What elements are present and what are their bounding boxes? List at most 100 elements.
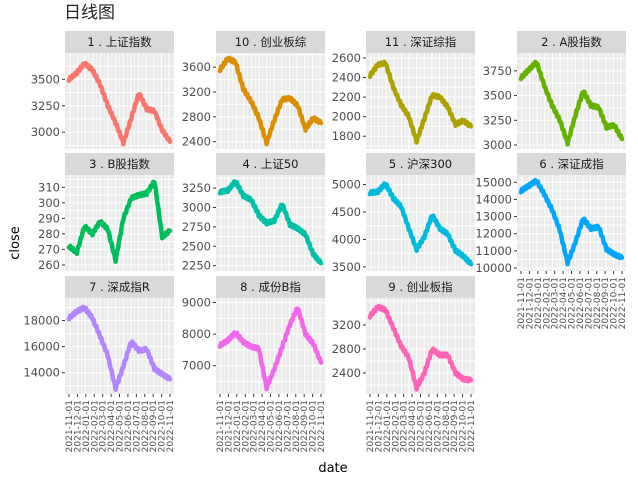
series-line	[217, 306, 324, 392]
y-tick-label: 2000	[332, 110, 361, 124]
x-tick-label: 2022-01-01	[82, 400, 92, 452]
y-tick-label: 290	[38, 211, 60, 225]
y-tick-label: 2200	[332, 90, 361, 104]
facet-strip-label: 8 . 成份B指	[240, 280, 301, 294]
y-tick-label: 3200	[182, 85, 211, 99]
x-tick-label: 2022-05-01	[267, 400, 277, 452]
facet-strip-label: 3 . B股指数	[89, 157, 150, 171]
x-tick-label: 2022-11-01	[467, 400, 477, 452]
y-tick-label: 16000	[23, 340, 60, 354]
x-tick-label: 2022-09-01	[601, 277, 611, 329]
x-tick-label: 2022-04-01	[559, 277, 569, 329]
x-tick-label: 2022-07-01	[433, 400, 443, 452]
x-tick-label: 2022-08-01	[593, 277, 603, 329]
facet-strip	[366, 153, 475, 175]
y-tick-label: 3000	[31, 125, 60, 139]
y-tick-label: 10000	[475, 261, 512, 275]
x-tick-label: 2022-08-01	[292, 400, 302, 452]
y-tick-label: 14000	[23, 366, 60, 380]
facet-strip-label: 5 . 沪深300	[389, 157, 452, 171]
x-tick-label: 2022-05-01	[417, 400, 427, 452]
y-tick-label: 3500	[332, 260, 361, 274]
y-tick-label: 2750	[182, 220, 211, 234]
series-line	[367, 59, 474, 145]
y-tick-label: 12000	[475, 227, 512, 241]
facet-panel: 8 . 成份B指 7000 8000 9000 2021-11-012021-12-01…	[182, 276, 327, 452]
x-tick-label: 2022-02-01	[391, 400, 401, 452]
y-tick-label: 3000	[483, 138, 512, 152]
y-tick-label: 11000	[475, 244, 512, 258]
y-tick-label: 2600	[332, 51, 361, 65]
y-tick-label: 2800	[182, 110, 211, 124]
x-tick-label: 2022-04-01	[408, 400, 418, 452]
y-tick-label: 15000	[475, 175, 512, 189]
y-tick-label: 3000	[182, 200, 211, 214]
facet-panel: 7 . 深成指R 14000 16000 18000 2021-11-012021-12…	[23, 276, 176, 452]
x-tick-label: 2021-11-01	[517, 277, 527, 329]
x-tick-label: 2022-09-01	[450, 400, 460, 452]
series-line	[518, 177, 625, 267]
y-tick-label: 1800	[332, 129, 361, 143]
series-line	[367, 303, 474, 392]
facet-panels: 1 . 上证指数 3000 3250 3500 10 . 创业板综 2400 2800 320…	[23, 31, 628, 452]
x-tick-label: 2022-05-01	[568, 277, 578, 329]
x-tick-label: 2022-02-01	[241, 400, 251, 452]
facet-strip	[65, 276, 174, 298]
x-tick-label: 2022-04-01	[107, 400, 117, 452]
y-tick-label: 7000	[182, 359, 211, 373]
x-tick-label: 2021-11-01	[65, 400, 75, 452]
y-tick-label: 3500	[31, 72, 60, 86]
x-tick-label: 2022-10-01	[158, 400, 168, 452]
x-tick-label: 2022-11-01	[166, 400, 176, 452]
facet-strip	[517, 31, 626, 53]
chart-title: 日线图	[64, 3, 115, 23]
x-tick-label: 2022-03-01	[250, 400, 260, 452]
x-tick-label: 2021-12-01	[73, 400, 83, 452]
x-tick-label: 2022-01-01	[383, 400, 393, 452]
y-tick-label: 4000	[332, 232, 361, 246]
x-tick-label: 2022-07-01	[283, 400, 293, 452]
x-tick-label: 2022-04-01	[258, 400, 268, 452]
x-tick-label: 2022-10-01	[459, 400, 469, 452]
facet-panel: 9 . 创业板指 2400 2800 3200 2021-11-012021-12-01…	[332, 276, 477, 452]
y-tick-label: 3750	[483, 64, 512, 78]
y-tick-label: 2250	[182, 259, 211, 273]
facet-strip	[366, 276, 475, 298]
y-tick-label: 9000	[182, 296, 211, 310]
y-tick-label: 3250	[182, 181, 211, 195]
series-line	[518, 59, 625, 147]
x-tick-label: 2022-01-01	[534, 277, 544, 329]
x-tick-label: 2022-06-01	[275, 400, 285, 452]
series-line	[367, 181, 474, 267]
y-tick-label: 5000	[332, 178, 361, 192]
y-tick-label: 2400	[332, 71, 361, 85]
series-line	[217, 55, 324, 147]
y-tick-label: 3500	[483, 89, 512, 103]
y-tick-label: 13000	[475, 210, 512, 224]
facet-strip	[216, 153, 325, 175]
x-tick-label: 2022-10-01	[610, 277, 620, 329]
facet-strip-label: 9 . 创业板指	[388, 280, 452, 294]
facet-strip	[517, 153, 626, 175]
x-tick-label: 2021-12-01	[224, 400, 234, 452]
y-tick-label: 8000	[182, 327, 211, 341]
facet-strip-label: 10 . 创业板综	[235, 35, 307, 49]
x-tick-label: 2021-11-01	[216, 400, 226, 452]
y-tick-label: 3250	[31, 99, 60, 113]
x-tick-label: 2022-07-01	[584, 277, 594, 329]
y-tick-label: 300	[38, 196, 60, 210]
x-tick-label: 2022-10-01	[309, 400, 319, 452]
facet-panel: 10 . 创业板综 2400 2800 3200 3600	[182, 31, 325, 149]
y-tick-label: 2400	[332, 366, 361, 380]
x-tick-label: 2022-01-01	[233, 400, 243, 452]
x-tick-label: 2021-12-01	[525, 277, 535, 329]
y-tick-label: 14000	[475, 192, 512, 206]
facet-panel: 11 . 深证综指 1800 2000 2200 2400 2600	[332, 31, 475, 149]
x-tick-label: 2021-12-01	[374, 400, 384, 452]
y-tick-label: 4500	[332, 205, 361, 219]
facet-strip-label: 11 . 深证综指	[385, 35, 457, 49]
facet-strip	[366, 31, 475, 53]
y-tick-label: 310	[38, 180, 60, 194]
facet-strip	[216, 276, 325, 298]
